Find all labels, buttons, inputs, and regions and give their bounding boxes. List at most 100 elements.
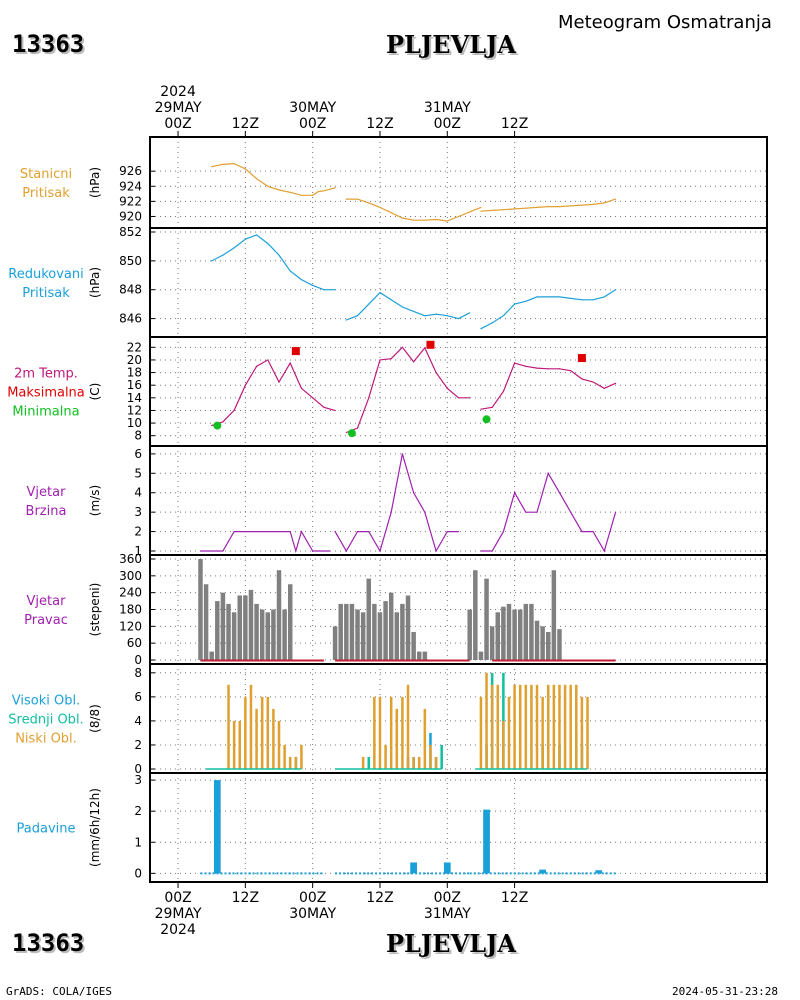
cloud-bar — [580, 696, 584, 769]
station-pressure-point — [211, 166, 213, 168]
wind-direction-bar — [467, 609, 472, 660]
footer-timestamp: 2024-05-31-23:28 — [672, 985, 778, 998]
hour-label-bottom: 12Z — [501, 890, 528, 906]
wind-speed-point — [278, 530, 280, 533]
y-tick-label: 16 — [127, 378, 142, 392]
wind-speed-point — [328, 550, 331, 552]
cloud-bar — [434, 756, 438, 769]
station-code-top: 13363 — [12, 30, 85, 58]
reduced-pressure-point — [614, 289, 617, 291]
reduced-pressure-point — [211, 260, 213, 262]
min-temp-marker — [347, 429, 356, 438]
station-pressure-point — [244, 168, 246, 170]
precip-bar — [483, 809, 490, 874]
wind-speed-point — [502, 530, 504, 533]
reduced-pressure-point — [356, 315, 359, 317]
station-pressure-point — [614, 198, 617, 200]
wind-direction-bar — [411, 631, 416, 660]
y-tick-label: 6 — [134, 447, 142, 461]
reduced-pressure-point — [255, 234, 258, 236]
reduced-pressure-point — [480, 328, 482, 330]
wind-direction-bar — [372, 603, 377, 660]
cloud-bar — [232, 720, 236, 769]
precip-bar — [213, 780, 221, 874]
y-tick-label: 6 — [134, 690, 142, 704]
temperature-point — [233, 409, 235, 412]
date-label-bottom: 29MAY — [155, 906, 202, 922]
panel-unit-label: (m/s) — [88, 485, 102, 516]
wind-speed-point — [435, 550, 437, 552]
cloud-bar — [423, 708, 427, 769]
y-tick-label: 0 — [134, 762, 142, 776]
wind-direction-bar — [198, 559, 203, 660]
panel-frame — [149, 663, 768, 774]
date-label-bottom: 00Z — [434, 890, 461, 906]
wind-direction-bar — [248, 589, 254, 660]
station-code-bottom: 13363 — [12, 929, 85, 957]
temperature-point — [379, 359, 381, 361]
reduced-pressure-point — [300, 279, 303, 281]
wind-speed-point — [558, 492, 561, 494]
wind-speed-point — [513, 492, 516, 494]
wind-direction-bar — [259, 609, 265, 660]
reduced-pressure-point — [334, 289, 336, 291]
cloud-bar — [552, 684, 556, 769]
date-label-top: 2024 — [160, 84, 196, 100]
wind-direction-bar — [523, 603, 529, 660]
temperature-point — [592, 381, 594, 383]
reduced-pressure-point — [435, 313, 437, 315]
cloud-bar — [272, 708, 275, 769]
cloud-bar — [530, 684, 533, 769]
precip-bar — [443, 862, 451, 874]
wind-direction-bar — [422, 651, 428, 660]
y-tick-label: 1 — [134, 835, 142, 849]
wind-direction-bar — [254, 603, 259, 660]
reduced-pressure-point — [368, 303, 370, 305]
wind-speed-point — [446, 530, 448, 533]
wind-direction-bar — [332, 626, 338, 660]
panel-label: Pritisak — [22, 186, 70, 201]
temperature-point — [424, 347, 426, 349]
cloud-bar — [288, 756, 292, 769]
wind-direction-bar — [416, 651, 422, 660]
panel-frame — [149, 136, 768, 229]
wind-direction-bar — [540, 626, 545, 660]
date-label-top: 00Z — [164, 116, 191, 132]
temperature-point — [278, 381, 280, 383]
wind-speed-point — [334, 530, 336, 533]
y-tick-label: 20 — [127, 353, 142, 367]
y-tick-label: 3 — [134, 505, 142, 519]
station-pressure-point — [469, 211, 471, 213]
cloud-bar — [227, 684, 230, 769]
y-tick-label: 848 — [119, 283, 142, 297]
reduced-pressure-point — [446, 315, 448, 317]
wind-direction-bar — [287, 584, 293, 660]
wind-speed-point — [547, 472, 549, 474]
y-tick-label: 22 — [127, 340, 142, 354]
temperature-point — [289, 362, 291, 364]
date-label-top: 29MAY — [155, 100, 202, 116]
reduced-pressure-point — [244, 238, 246, 240]
reduced-pressure-point — [513, 303, 516, 305]
temperature-point — [558, 368, 561, 370]
y-tick-label: 60 — [127, 636, 142, 650]
cloud-bar — [507, 696, 511, 769]
cloud-bar — [429, 744, 432, 769]
y-tick-label: 3 — [134, 773, 142, 787]
panel-label: Padavine — [17, 822, 76, 837]
wind-direction-bar — [405, 595, 411, 660]
station-pressure-point — [547, 206, 549, 208]
station-pressure-point — [334, 187, 336, 189]
station-pressure-point — [480, 210, 482, 212]
cloud-bar — [563, 684, 567, 769]
cloud-bar — [546, 684, 550, 769]
wind-direction-bar — [276, 570, 282, 660]
panel-label: Pravac — [24, 613, 68, 628]
cloud-bar — [490, 684, 494, 769]
max-temp-marker — [291, 347, 300, 356]
y-tick-label: 2 — [134, 525, 142, 539]
temperature-point — [267, 359, 269, 361]
reduced-pressure-line — [480, 289, 616, 330]
station-pressure-point — [390, 212, 392, 214]
reduced-pressure-point — [390, 299, 392, 301]
